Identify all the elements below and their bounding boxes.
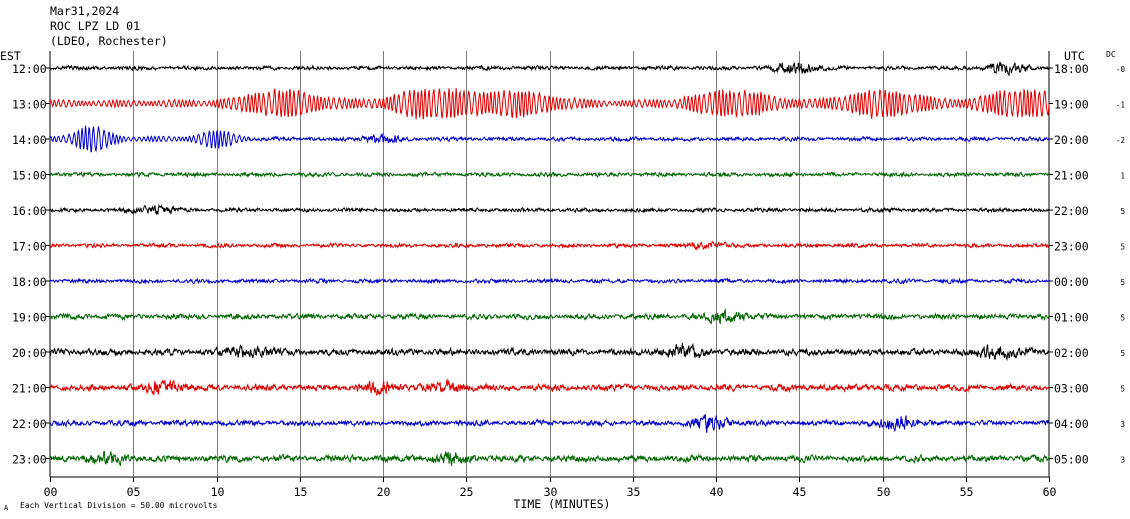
- seismic-trace: [49, 61, 1050, 76]
- x-tick-label: 45: [793, 485, 807, 499]
- seismic-trace: [49, 414, 1050, 433]
- utc-hour-label: 00:00: [1054, 275, 1089, 289]
- utc-hour-label: 22:00: [1054, 204, 1089, 218]
- x-tick-label: 15: [294, 485, 308, 499]
- est-hour-label: 21:00: [12, 382, 47, 396]
- chart-date: Mar31,2024: [50, 4, 120, 18]
- x-tick-label: 40: [710, 485, 724, 499]
- est-hour-label: 14:00: [12, 133, 47, 147]
- utc-hour-label: 05:00: [1054, 453, 1089, 467]
- dc-offset-label: -0: [1116, 65, 1126, 74]
- seismic-trace: [49, 342, 1050, 362]
- seismic-trace: [49, 277, 1050, 285]
- x-tick-label: 25: [460, 485, 474, 499]
- utc-hour-label: 02:00: [1054, 346, 1089, 360]
- seismic-trace: [49, 203, 1050, 216]
- x-tick-label: 00: [44, 485, 58, 499]
- utc-hour-label: 03:00: [1054, 382, 1089, 396]
- seismic-trace: [49, 240, 1050, 251]
- est-hour-label: 23:00: [12, 453, 47, 467]
- utc-hour-label: 21:00: [1054, 169, 1089, 183]
- x-tick-label: 30: [544, 485, 558, 499]
- dc-offset-label: -2: [1116, 136, 1125, 145]
- est-hour-label: 22:00: [12, 417, 47, 431]
- station-network: (LDEO, Rochester): [50, 34, 168, 48]
- utc-hour-label: 23:00: [1054, 240, 1089, 254]
- utc-hour-label: 01:00: [1054, 311, 1089, 325]
- dc-offset-label: 5: [1120, 243, 1125, 252]
- seismic-trace: [49, 378, 1050, 396]
- utc-hour-label: 18:00: [1054, 62, 1089, 76]
- dc-offset-label: 5: [1120, 314, 1125, 323]
- x-tick-label: 10: [211, 485, 225, 499]
- x-tick-label: 50: [877, 485, 891, 499]
- x-axis-title: TIME (MINUTES): [514, 497, 611, 511]
- est-hour-label: 18:00: [12, 275, 47, 289]
- est-hour-label: 19:00: [12, 311, 47, 325]
- x-tick-label: 20: [377, 485, 391, 499]
- x-tick-label: 60: [1043, 485, 1057, 499]
- dc-offset-label: 3: [1120, 420, 1125, 429]
- dc-offset-label: 3: [1120, 456, 1125, 465]
- x-tick-label: 05: [127, 485, 141, 499]
- seismic-trace: [49, 450, 1050, 466]
- dc-offset-label: -1: [1116, 101, 1125, 110]
- seismic-trace: [49, 125, 1050, 153]
- est-hour-label: 17:00: [12, 240, 47, 254]
- seismic-trace: [49, 170, 1050, 179]
- utc-hour-label: 20:00: [1054, 133, 1089, 147]
- est-axis-label: EST: [0, 49, 21, 63]
- corner-mark: A: [4, 504, 9, 512]
- dc-offset-label: 5: [1120, 278, 1125, 287]
- seismic-trace: [49, 308, 1050, 325]
- est-hour-label: 20:00: [12, 346, 47, 360]
- station-code: ROC LPZ LD 01: [50, 19, 141, 33]
- est-hour-label: 13:00: [12, 98, 47, 112]
- utc-axis-label: UTC: [1064, 49, 1085, 63]
- x-tick-label: 35: [627, 485, 641, 499]
- dc-label: DC: [1106, 50, 1116, 59]
- dc-offset-label: 5: [1120, 385, 1125, 394]
- est-hour-label: 15:00: [12, 169, 47, 183]
- dc-offset-label: 5: [1120, 349, 1125, 358]
- utc-hour-label: 19:00: [1054, 98, 1089, 112]
- x-tick-label: 55: [960, 485, 974, 499]
- scale-note: Each Vertical Division = 50.00 microvolt…: [20, 501, 218, 510]
- seismic-trace: [49, 88, 1050, 120]
- utc-hour-label: 04:00: [1054, 417, 1089, 431]
- est-hour-label: 12:00: [12, 62, 47, 76]
- dc-offset-label: 5: [1120, 207, 1125, 216]
- est-hour-label: 16:00: [12, 204, 47, 218]
- dc-offset-label: 1: [1120, 172, 1125, 181]
